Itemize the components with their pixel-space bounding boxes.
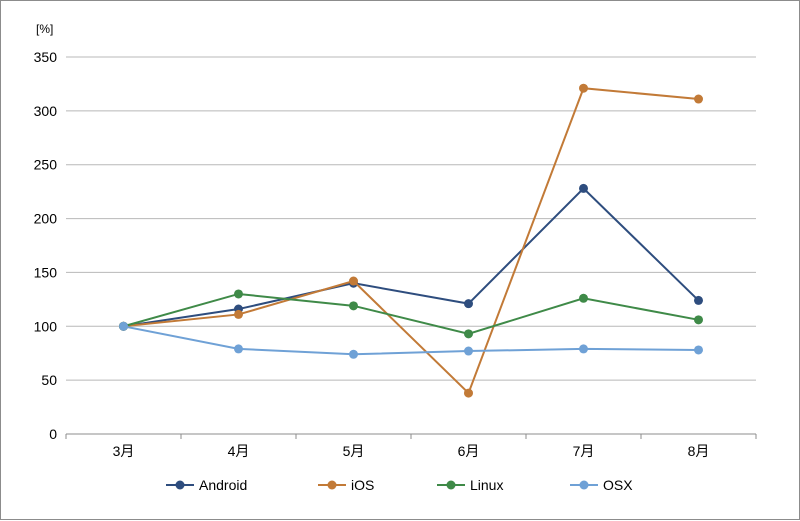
data-point-linux: [349, 301, 358, 311]
data-point-osx: [694, 345, 703, 355]
y-tick-label: 350: [34, 49, 58, 65]
legend-item-osx: OSX: [570, 477, 633, 493]
legend-label-ios: iOS: [351, 477, 374, 493]
legend-marker-android: [175, 480, 185, 490]
data-point-linux: [464, 329, 473, 339]
data-point-linux: [234, 289, 243, 299]
data-point-linux: [579, 293, 588, 303]
y-tick-label: 300: [34, 103, 58, 119]
y-tick-label: 200: [34, 211, 58, 227]
legend: Android iOS Linux OSX: [166, 477, 633, 493]
x-tick-label: 5月: [343, 443, 365, 459]
series-osx: [119, 321, 703, 359]
data-point-ios: [694, 94, 703, 104]
data-point-android: [464, 299, 473, 309]
data-point-osx: [119, 321, 128, 331]
x-tick-label: 3月: [113, 443, 135, 459]
data-point-ios: [464, 388, 473, 398]
x-tick-label: 4月: [228, 443, 250, 459]
x-tick-label: 6月: [458, 443, 480, 459]
legend-marker-linux: [446, 480, 456, 490]
series-line-linux: [123, 292, 699, 335]
data-point-osx: [349, 349, 358, 359]
y-tick-label: 150: [34, 264, 58, 280]
y-tick-label: 50: [41, 372, 57, 388]
y-tick-label: 100: [34, 318, 58, 334]
data-point-linux: [694, 315, 703, 325]
y-tick-label: 0: [49, 426, 57, 442]
data-point-osx: [579, 344, 588, 354]
series-lines: [119, 83, 703, 398]
gridlines: [66, 56, 756, 381]
series-android: [119, 183, 703, 331]
data-point-ios: [349, 276, 358, 286]
legend-item-ios: iOS: [318, 477, 374, 493]
legend-label-linux: Linux: [470, 477, 503, 493]
series-line-ios: [123, 87, 699, 395]
series-line-android: [123, 187, 700, 328]
x-tick-label: 7月: [573, 443, 595, 459]
legend-marker-ios: [327, 480, 337, 490]
data-point-osx: [234, 344, 243, 354]
data-point-ios: [579, 83, 588, 93]
legend-item-android: Android: [166, 477, 247, 493]
data-point-ios: [234, 309, 243, 319]
y-tick-label: 250: [34, 157, 58, 173]
axes: 0 50 100 150 200 250 300 350 3月 4月 5月 6月 7月 8月: [34, 49, 757, 459]
x-tick-label: 8月: [688, 443, 710, 459]
data-point-android: [579, 183, 588, 193]
legend-label-osx: OSX: [603, 477, 633, 493]
series-ios: [119, 83, 703, 398]
legend-marker-osx: [579, 480, 589, 490]
data-point-android: [694, 295, 703, 305]
legend-item-linux: Linux: [437, 477, 503, 493]
data-point-osx: [464, 346, 473, 356]
y-axis-unit: [%]: [36, 22, 53, 36]
legend-label-android: Android: [199, 477, 247, 493]
series-line-osx: [123, 325, 699, 356]
